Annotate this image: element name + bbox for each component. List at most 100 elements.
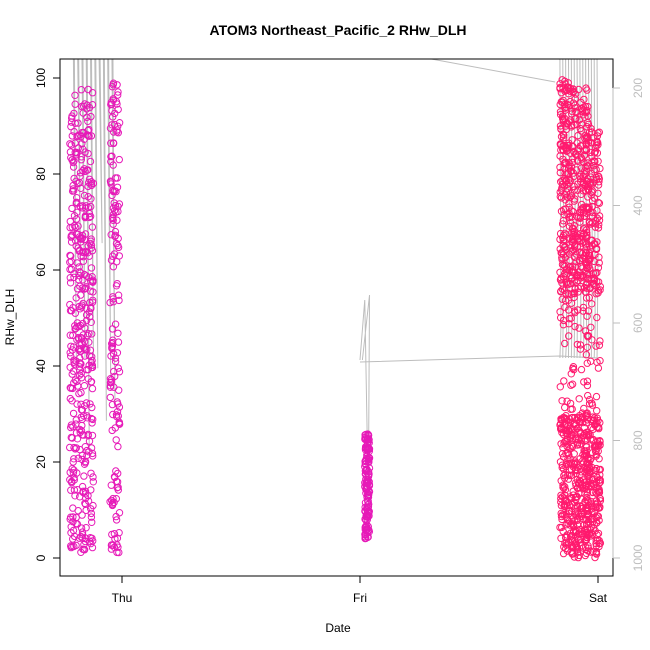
- data-point: [592, 497, 600, 505]
- data-point: [88, 419, 96, 427]
- data-point: [109, 410, 117, 419]
- data-point: [562, 289, 570, 297]
- data-point: [577, 365, 586, 374]
- data-point: [110, 367, 118, 376]
- data-point: [83, 331, 92, 340]
- data-point: [589, 475, 598, 483]
- data-point: [362, 512, 370, 520]
- data-point: [66, 217, 75, 226]
- data-point: [72, 198, 81, 207]
- data-point: [586, 431, 594, 439]
- data-point: [559, 444, 567, 452]
- data-point: [572, 532, 580, 540]
- data-point: [74, 454, 83, 462]
- data-point: [73, 400, 81, 408]
- data-point: [587, 236, 595, 245]
- data-point: [594, 364, 603, 372]
- data-point: [115, 296, 123, 305]
- data-point: [67, 232, 76, 240]
- data-point: [115, 119, 124, 127]
- data-point: [77, 291, 85, 299]
- altitude-trace-layer: [72, 58, 599, 501]
- data-point: [108, 191, 116, 200]
- data-point: [567, 271, 575, 280]
- data-point: [596, 337, 604, 345]
- data-point: [570, 195, 579, 203]
- data-point: [83, 345, 91, 354]
- data-point: [579, 106, 587, 115]
- data-point: [84, 430, 92, 439]
- data-point: [567, 381, 575, 389]
- data-point: [84, 85, 92, 94]
- data-point: [577, 190, 585, 199]
- data-point: [114, 442, 122, 451]
- data-point: [557, 498, 565, 506]
- x-axis: Thu Fri Sat: [112, 575, 608, 605]
- data-point: [66, 148, 75, 156]
- data-point: [115, 548, 123, 557]
- data-point: [576, 341, 585, 349]
- data-point: [565, 159, 573, 167]
- data-point: [572, 107, 580, 116]
- data-point: [69, 181, 77, 190]
- data-point: [587, 454, 595, 463]
- data-point: [87, 264, 96, 272]
- data-point: [88, 273, 96, 281]
- plot-frame: [59, 58, 614, 577]
- data-point: [556, 458, 565, 466]
- data-point: [570, 230, 578, 239]
- data-point: [570, 289, 579, 298]
- data-point: [67, 421, 76, 429]
- data-point: [565, 241, 574, 249]
- data-point: [582, 274, 590, 282]
- data-point: [77, 532, 85, 541]
- data-point: [595, 259, 603, 267]
- data-point: [87, 469, 95, 477]
- data-point: [88, 384, 97, 393]
- data-point: [596, 471, 604, 479]
- data-point: [78, 231, 87, 240]
- data-point: [587, 497, 595, 506]
- data-point: [568, 413, 577, 422]
- data-point: [579, 307, 587, 315]
- data-point: [70, 455, 78, 463]
- data-point: [87, 237, 95, 245]
- data-point: [114, 129, 123, 137]
- data-point: [556, 168, 564, 177]
- data-point: [76, 425, 84, 434]
- data-point: [74, 179, 82, 188]
- data-point: [109, 187, 118, 196]
- data-point: [77, 153, 86, 161]
- data-point: [558, 450, 567, 458]
- data-point: [570, 182, 578, 191]
- data-point: [571, 227, 579, 236]
- data-point: [79, 248, 88, 257]
- data-point: [588, 488, 597, 497]
- data-point: [567, 507, 576, 516]
- data-point: [79, 145, 87, 153]
- data-point: [365, 481, 374, 489]
- data-point: [568, 247, 576, 255]
- data-point: [115, 368, 124, 376]
- secondary-y-axis: 200 400 600 800 1000: [612, 78, 645, 571]
- data-point: [559, 96, 567, 105]
- data-point: [571, 510, 580, 518]
- data-point: [560, 377, 568, 385]
- altitude-trace: [74, 58, 556, 83]
- data-point: [587, 482, 595, 490]
- data-point: [78, 234, 87, 242]
- data-point: [582, 146, 591, 155]
- data-point: [114, 91, 122, 99]
- data-point: [595, 253, 603, 261]
- data-point: [71, 119, 79, 128]
- data-point: [594, 289, 602, 297]
- data-point: [108, 499, 117, 507]
- data-point: [66, 443, 74, 452]
- data-point: [89, 501, 97, 510]
- data-point: [108, 152, 116, 160]
- data-point: [115, 509, 124, 517]
- data-point: [594, 138, 602, 147]
- data-point: [558, 76, 566, 84]
- data-point: [561, 104, 569, 112]
- data-point: [115, 419, 123, 428]
